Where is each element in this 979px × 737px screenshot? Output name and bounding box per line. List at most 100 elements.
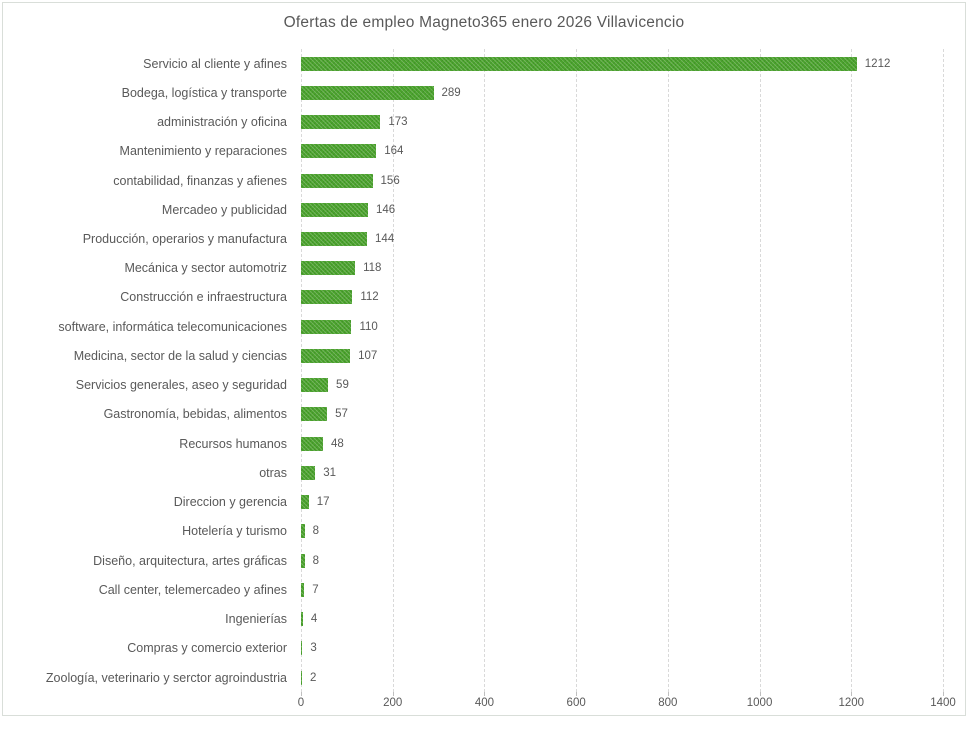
category-label: Zoología, veterinario y serctor agroindu… <box>45 670 287 685</box>
value-label: 107 <box>358 349 378 362</box>
bar-track: 59 <box>301 371 943 400</box>
bar-row: Construcción e infraestructura 112 <box>3 283 943 312</box>
category-label: otras <box>259 465 287 480</box>
bar <box>301 144 377 159</box>
gridline <box>576 49 578 692</box>
bar-track: 48 <box>301 429 943 458</box>
bar-track: 144 <box>301 224 943 253</box>
bar-track: 118 <box>301 254 943 283</box>
value-label: 31 <box>323 466 336 479</box>
gridline <box>301 49 302 692</box>
x-axis-tick <box>851 692 853 696</box>
bar <box>301 290 353 305</box>
value-label: 156 <box>380 174 400 187</box>
category-label: Producción, operarios y manufactura <box>82 232 287 247</box>
value-label: 164 <box>384 145 404 158</box>
x-tick-label: 1400 <box>930 697 956 709</box>
value-label: 7 <box>312 583 319 596</box>
bar-row: Mercadeo y publicidad 146 <box>3 195 943 224</box>
bar <box>301 232 368 247</box>
bar <box>301 261 356 276</box>
value-label: 8 <box>312 554 320 567</box>
value-label: 57 <box>335 408 348 421</box>
x-axis-tick <box>576 692 578 696</box>
value-label: 146 <box>375 203 396 216</box>
value-label: 4 <box>310 613 318 626</box>
chart-title: Ofertas de empleo Magneto365 enero 2026 … <box>283 14 685 31</box>
gridline <box>667 49 669 692</box>
bar-row: contabilidad, finanzas y afienes 156 <box>3 166 943 195</box>
gridline <box>851 49 853 692</box>
bar-track: 17 <box>301 488 943 517</box>
bar <box>301 378 329 393</box>
value-label: 118 <box>363 262 382 275</box>
bar-rows: Servicio al cliente y afines 1212 Bodega, … <box>3 49 943 692</box>
bar-track: 107 <box>301 341 943 370</box>
gridline <box>392 49 394 692</box>
bar <box>301 85 434 100</box>
bar-row: Mantenimiento y reparaciones 164 <box>3 137 943 166</box>
x-axis-tick <box>392 692 394 696</box>
bar <box>301 202 368 217</box>
bar-row: Servicio al cliente y afines 1212 <box>3 49 943 78</box>
x-axis-tick <box>301 692 302 696</box>
bar-row: Gastronomía, bebidas, alimentos 57 <box>3 400 943 429</box>
x-tick-label: 1000 <box>746 697 773 709</box>
bar-row: Hotelería y turismo 8 <box>3 517 943 546</box>
bar-track: 8 <box>301 517 943 546</box>
bar <box>301 465 316 480</box>
chart-frame: Ofertas de empleo Magneto365 enero 2026 … <box>2 2 966 716</box>
plot-area <box>301 49 944 692</box>
bar <box>301 641 303 656</box>
x-axis-tick <box>759 692 761 696</box>
category-label: Ingenierías <box>225 612 287 627</box>
bar-track: 2 <box>301 663 943 692</box>
gridline <box>759 49 761 692</box>
bar <box>301 407 328 422</box>
bar-row: Medicina, sector de la salud y ciencias 1… <box>3 341 943 370</box>
bar-row: Ingenierías 4 <box>3 604 943 633</box>
bar-row: software, informática telecomunicaciones… <box>3 312 943 341</box>
bar-row: Bodega, logística y transporte 289 <box>3 78 943 107</box>
bar <box>301 56 857 71</box>
value-label: 3 <box>310 642 317 655</box>
bar-row: Diseño, arquitectura, artes gráficas 8 <box>3 546 943 575</box>
bar-track: 7 <box>301 575 943 604</box>
value-label: 17 <box>316 496 330 509</box>
category-label: Mercadeo y publicidad <box>161 202 287 217</box>
value-label: 8 <box>312 525 320 538</box>
bar-row: Call center, telemercadeo y afines 7 <box>3 575 943 604</box>
bar-track: 156 <box>301 166 943 195</box>
bar-row: Zoología, veterinario y serctor agroindu… <box>3 663 943 692</box>
x-axis-tick <box>484 692 486 696</box>
value-label: 289 <box>441 86 461 99</box>
category-label: Servicios generales, aseo y seguridad <box>75 378 287 393</box>
bar <box>301 582 305 597</box>
x-tick-label: 1200 <box>838 697 865 709</box>
value-label: 59 <box>336 379 349 392</box>
bar-track: 164 <box>301 137 943 166</box>
category-label: Servicio al cliente y afines <box>143 56 287 71</box>
bar-row: Mecánica y sector automotriz 118 <box>3 254 943 283</box>
value-label: 110 <box>359 320 378 333</box>
bar-track: 173 <box>301 107 943 136</box>
gridline <box>484 49 486 692</box>
bar <box>301 348 351 363</box>
bar-track: 112 <box>301 283 943 312</box>
value-label: 1212 <box>864 57 891 70</box>
bar-track: 8 <box>301 546 943 575</box>
value-label: 2 <box>310 671 317 684</box>
x-tick-label: 200 <box>383 697 403 709</box>
bar <box>301 115 381 130</box>
gridline <box>943 49 944 692</box>
category-label: Medicina, sector de la salud y ciencias <box>73 348 287 363</box>
bar-track: 1212 <box>301 49 943 78</box>
bar <box>301 436 323 451</box>
value-label: 112 <box>360 291 379 304</box>
bar <box>301 670 302 685</box>
category-label: Mantenimiento y reparaciones <box>119 144 287 159</box>
bar-row: Recursos humanos 48 <box>3 429 943 458</box>
x-tick-label: 0 <box>297 697 305 709</box>
bar-row: Compras y comercio exterior 3 <box>3 634 943 663</box>
category-label: Direccion y gerencia <box>173 495 287 510</box>
